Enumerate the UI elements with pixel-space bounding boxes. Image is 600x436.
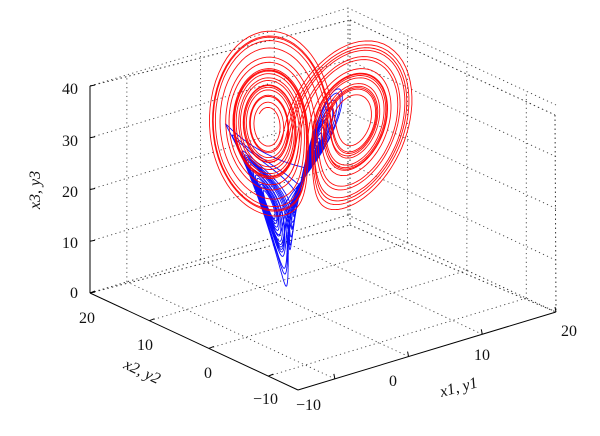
grid-line (347, 214, 557, 313)
back-edge (89, 19, 351, 87)
y-axis-label: x2, y2 (120, 356, 163, 388)
z-tick-labels: 0 10 20 30 40 (62, 81, 78, 302)
back-edge (89, 224, 351, 294)
z-tick-label: 40 (62, 81, 78, 98)
back-edge (349, 19, 556, 116)
grid-line (274, 236, 483, 335)
y-tick-label: 10 (137, 337, 153, 354)
y-tick-label: 0 (204, 365, 212, 382)
tick-mark (208, 345, 215, 349)
grid-line (89, 59, 349, 139)
x-tick-label: 20 (561, 323, 577, 340)
grid-lines (89, 7, 557, 380)
grid-line (347, 162, 557, 261)
x-axis-label: x1, y1 (437, 374, 479, 401)
grid-line (347, 111, 557, 209)
z-tick-label: 0 (70, 285, 78, 302)
grid-line (208, 269, 467, 349)
grid-line (268, 297, 527, 377)
grid-line (347, 59, 557, 158)
x-tick-label: 0 (389, 373, 397, 390)
trajectories (209, 30, 413, 287)
grid-line (347, 7, 557, 106)
y-axis-line (89, 292, 299, 391)
tick-mark (554, 306, 557, 313)
tick-mark (407, 351, 410, 357)
tick-marks (89, 84, 557, 379)
x-tick-labels: −10 0 10 20 (296, 323, 577, 414)
tick-mark (89, 290, 96, 294)
tick-mark (89, 188, 96, 190)
trajectory-series-2 (224, 88, 343, 287)
trajectory-series-1 (209, 30, 413, 217)
z-axis-label: x3, y3 (27, 171, 44, 210)
z-tick-label: 30 (62, 133, 78, 150)
grid-line (149, 242, 408, 322)
grid-line (89, 111, 349, 190)
back-edge (554, 114, 557, 313)
grid-line (89, 214, 349, 294)
back-edge (349, 224, 557, 313)
tick-mark (480, 329, 483, 335)
x-tick-label: 10 (474, 347, 490, 364)
x-axis-line (297, 311, 557, 391)
grid-line (89, 7, 349, 87)
y-tick-label: −10 (253, 391, 278, 408)
tick-mark (89, 239, 96, 242)
tick-mark (333, 373, 336, 379)
grid-line (126, 281, 336, 380)
y-tick-labels: 20 10 0 −10 (79, 310, 278, 408)
z-tick-label: 20 (62, 184, 78, 201)
y-tick-label: 20 (79, 310, 95, 327)
x-tick-label: −10 (296, 397, 321, 414)
tick-mark (149, 318, 155, 322)
tick-mark (89, 84, 96, 87)
tick-mark (268, 373, 274, 377)
grid-line (89, 162, 349, 242)
tick-mark (89, 136, 96, 139)
grid-line (200, 259, 409, 357)
z-tick-label: 10 (62, 235, 78, 252)
